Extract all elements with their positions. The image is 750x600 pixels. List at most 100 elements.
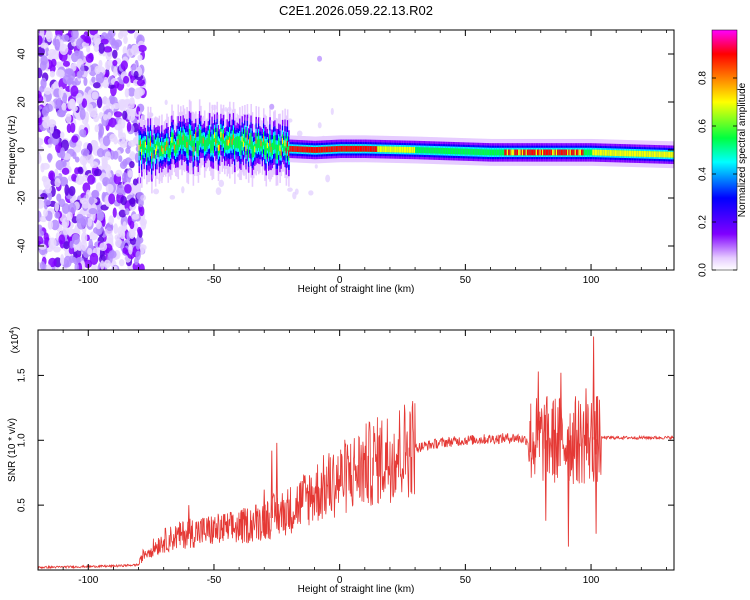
heatmap-cell — [91, 91, 99, 100]
heatmap-cell — [493, 149, 495, 156]
heatmap-cell — [509, 149, 511, 156]
heatmap-cell — [498, 149, 500, 156]
heatmap-cell — [646, 151, 648, 157]
heatmap-cell — [382, 146, 384, 153]
heatmap-cell — [269, 103, 275, 110]
heatmap-cell — [42, 119, 51, 129]
heatmap-cell — [151, 152, 153, 159]
heatmap-cell — [84, 111, 89, 123]
heatmap-cell — [411, 147, 413, 153]
spectrogram-y-tick-label: -20 — [17, 190, 28, 205]
heatmap-cell — [122, 221, 127, 232]
heatmap-cell — [641, 150, 643, 157]
heatmap-cell — [401, 146, 403, 153]
heatmap-cell — [386, 146, 388, 153]
heatmap-cell — [632, 150, 635, 157]
heatmap-cell — [514, 149, 516, 156]
heatmap-cell — [496, 149, 499, 156]
heatmap-cell — [62, 60, 71, 67]
heatmap-cell — [599, 149, 602, 156]
heatmap-cell — [550, 149, 553, 156]
heatmap-cell — [361, 145, 363, 152]
heatmap-cell — [440, 147, 442, 154]
heatmap-cell — [477, 149, 480, 155]
heatmap-cell — [445, 148, 447, 154]
heatmap-cell — [471, 148, 474, 155]
heatmap-cell — [108, 215, 114, 225]
heatmap-cell — [95, 182, 103, 192]
heatmap-cell — [122, 110, 128, 120]
heatmap-cell — [221, 133, 224, 148]
heatmap-cell — [293, 146, 295, 152]
heatmap-cell — [132, 178, 138, 186]
heatmap-cell — [323, 146, 325, 153]
colorbar: 0.0 0.2 0.4 0.6 0.8 Normalized spectral ampl… — [698, 29, 748, 277]
heatmap-cell — [60, 34, 70, 42]
heatmap-cell — [203, 136, 206, 152]
heatmap-cell — [244, 129, 246, 143]
heatmap-cell — [38, 243, 47, 250]
heatmap-cell — [306, 146, 309, 153]
heatmap-cell — [118, 155, 123, 163]
heatmap-cell — [66, 211, 73, 221]
heatmap-cell — [394, 146, 397, 153]
heatmap-cell — [110, 96, 118, 106]
heatmap-cell — [93, 33, 101, 46]
heatmap-cell — [301, 146, 304, 153]
heatmap-cell — [45, 30, 53, 43]
heatmap-cell — [48, 170, 56, 181]
heatmap-cell — [186, 141, 188, 148]
heatmap-cell — [431, 147, 433, 154]
heatmap-cell — [661, 151, 663, 158]
heatmap-cell — [617, 150, 619, 157]
heatmap-cell — [572, 149, 574, 156]
heatmap-cell — [500, 149, 503, 156]
snr-spike — [559, 372, 563, 441]
heatmap-cell — [601, 149, 603, 156]
snr-y-label: SNR (10 * v/v) — [7, 418, 18, 482]
heatmap-cell — [490, 149, 493, 156]
heatmap-cell — [332, 146, 334, 153]
heatmap-cell — [79, 107, 86, 120]
heatmap-cell — [310, 146, 313, 153]
heatmap-cell — [235, 136, 237, 148]
heatmap-cell — [79, 154, 88, 166]
heatmap-cell — [59, 147, 66, 160]
heatmap-cell — [112, 59, 118, 67]
heatmap-cell — [614, 150, 617, 156]
heatmap-cell — [460, 148, 462, 155]
heatmap-cell — [164, 145, 167, 151]
heatmap-cell — [164, 99, 168, 106]
heatmap-cell — [459, 148, 461, 155]
heatmap-cell — [640, 150, 642, 157]
heatmap-cell — [586, 149, 588, 156]
heatmap-cell — [61, 102, 67, 111]
heatmap-cell — [88, 196, 95, 205]
snr-y-tick-label: 1.0 — [17, 433, 28, 447]
heatmap-cell — [658, 151, 661, 158]
heatmap-cell — [660, 151, 662, 158]
heatmap-cell — [278, 137, 280, 152]
heatmap-cell — [335, 146, 338, 152]
heatmap-cell — [357, 145, 359, 152]
heatmap-cell — [215, 187, 222, 195]
heatmap-cell — [83, 259, 93, 269]
spectrogram-x-tick-label: -100 — [78, 275, 98, 286]
heatmap-cell — [191, 134, 193, 148]
heatmap-cell — [64, 184, 70, 196]
heatmap-cell — [80, 64, 85, 76]
heatmap-cell — [127, 112, 136, 122]
heatmap-cell — [349, 145, 352, 152]
heatmap-cell — [166, 140, 168, 147]
heatmap-cell — [337, 146, 339, 152]
heatmap-cell — [91, 190, 99, 199]
snr-x-tick-label: 50 — [460, 575, 472, 586]
heatmap-cell — [138, 144, 141, 151]
heatmap-cell — [190, 134, 192, 141]
heatmap-cell — [71, 173, 77, 182]
heatmap-cell — [197, 140, 200, 156]
heatmap-cell — [210, 140, 212, 154]
heatmap-cell — [387, 146, 389, 153]
heatmap-cell — [339, 145, 342, 152]
heatmap-cell — [612, 150, 614, 156]
